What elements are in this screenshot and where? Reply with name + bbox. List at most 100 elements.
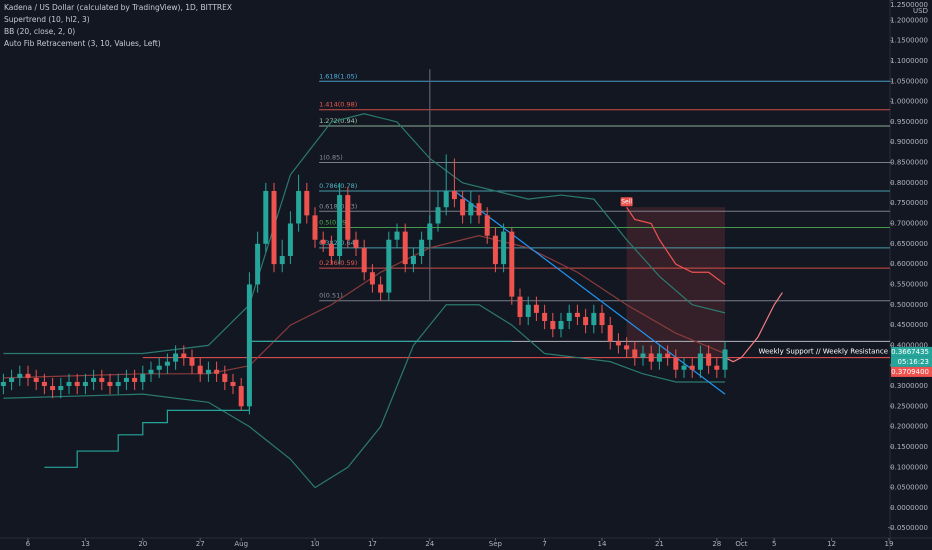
y-tick-label: 0.4500000 [890, 321, 928, 329]
plot: 1.618(1.05) 1.414(0.98) 1.272(0.94) 1(0.85)… [0, 69, 890, 489]
candle-body [492, 235, 498, 265]
candle-body [41, 381, 47, 387]
candle-body [25, 373, 31, 378]
fib-label: 0.236(0.59) [319, 259, 357, 267]
y-tick-label: 0.9500000 [890, 118, 928, 126]
fib-label: 1.618(1.05) [319, 72, 357, 80]
x-tick-label: 10 [311, 540, 320, 548]
candle-body [607, 325, 613, 342]
candle-body [156, 365, 162, 370]
y-tick-label: 1.0000000 [890, 98, 928, 106]
candle-body [574, 312, 580, 317]
x-tick-label: 6 [26, 540, 31, 548]
y-tick-label: 1.0500000 [890, 77, 928, 85]
indicator-line [626, 206, 726, 285]
y-tick-label: 1.2000000 [890, 16, 928, 24]
zone [626, 207, 726, 358]
price-tag-label: 0.3667435 [891, 348, 929, 356]
candle-body [402, 231, 408, 265]
candle-body [222, 373, 228, 382]
y-tick-label: 0.2500000 [890, 402, 928, 410]
candle-body [533, 304, 539, 313]
candle-body [410, 255, 416, 265]
x-tick-label: 5 [772, 540, 776, 548]
candle-body [697, 353, 703, 370]
y-tick-label: 1.2500000 [890, 1, 928, 9]
fib-label: 1.272(0.94) [319, 117, 357, 125]
fib-label: 0.5(0.69) [319, 219, 349, 227]
x-tick-label: 21 [655, 540, 664, 548]
y-tick-label: 0.2000000 [890, 423, 928, 431]
candle-body [107, 381, 113, 387]
x-tick-label: 13 [81, 540, 90, 548]
candle-body [460, 199, 466, 216]
candle-body [58, 386, 64, 391]
candle-body [435, 207, 441, 224]
candle-body [345, 195, 351, 240]
candle-body [17, 373, 23, 378]
unit-label: USD [913, 7, 928, 15]
candle-body [50, 386, 56, 391]
candle-body [361, 247, 367, 273]
y-tick-label: 0.6500000 [890, 240, 928, 248]
candle-body [197, 365, 203, 374]
x-tick-label: 27 [196, 540, 205, 548]
candle-body [214, 369, 220, 374]
candle-body [517, 296, 523, 317]
x-tick-label: 7 [542, 540, 546, 548]
indicator-line [454, 190, 726, 395]
candle-body [173, 353, 179, 362]
x-tick-label: 28 [712, 540, 721, 548]
candle-body [115, 381, 121, 387]
candle-body [99, 377, 105, 382]
candle-body [689, 365, 695, 370]
candle-body [640, 353, 646, 358]
candle-body [66, 381, 72, 387]
candle-body [33, 377, 39, 382]
y-tick-label: 0.0000000 [890, 504, 928, 512]
candle-body [271, 190, 277, 265]
candle-body [312, 215, 318, 240]
x-tick-label: Aug [234, 540, 248, 548]
indicator-label: Auto Fib Retracement (3, 10, Values, Lef… [4, 39, 161, 48]
y-tick-label: 0.6000000 [890, 260, 928, 268]
countdown-label: 05:16:23 [898, 358, 929, 366]
y-tick-label: 0.5000000 [890, 301, 928, 309]
candle-body [189, 357, 195, 366]
candle-body [665, 353, 671, 358]
candle-body [673, 357, 679, 370]
candle-body [132, 377, 138, 382]
candle-body [591, 312, 597, 326]
indicator-line [724, 292, 783, 363]
candle-body [550, 321, 556, 330]
candle-body [681, 365, 687, 370]
candle-body [558, 321, 564, 330]
chart-title: Kadena / US Dollar (calculated by Tradin… [4, 3, 232, 12]
candle-body [328, 243, 334, 256]
candle-body [74, 381, 80, 387]
y-tick-label: 0.1500000 [890, 443, 928, 451]
candle-body [263, 190, 269, 244]
y-tick-label: 0.1000000 [890, 463, 928, 471]
candle-body [246, 284, 252, 407]
annotation-label: Sell [621, 198, 632, 205]
y-tick-label: 0.7500000 [890, 199, 928, 207]
candle-body [468, 203, 474, 216]
candle-body [484, 215, 490, 236]
y-tick-label: 0.9000000 [890, 138, 928, 146]
candle-body [648, 353, 654, 362]
y-tick-label: 0.8000000 [890, 179, 928, 187]
annotation-box [620, 197, 633, 207]
candle-body [9, 377, 15, 382]
candle-body [542, 312, 548, 322]
candle-body [0, 381, 6, 387]
candle-body [255, 243, 261, 285]
candle-body [123, 377, 129, 382]
countdown-tag [891, 356, 932, 367]
candle-body [296, 190, 302, 224]
candle-body [287, 223, 293, 256]
candle-body [82, 381, 88, 387]
price-tag [891, 346, 932, 357]
y-tick-label: 0.4000000 [890, 341, 928, 349]
